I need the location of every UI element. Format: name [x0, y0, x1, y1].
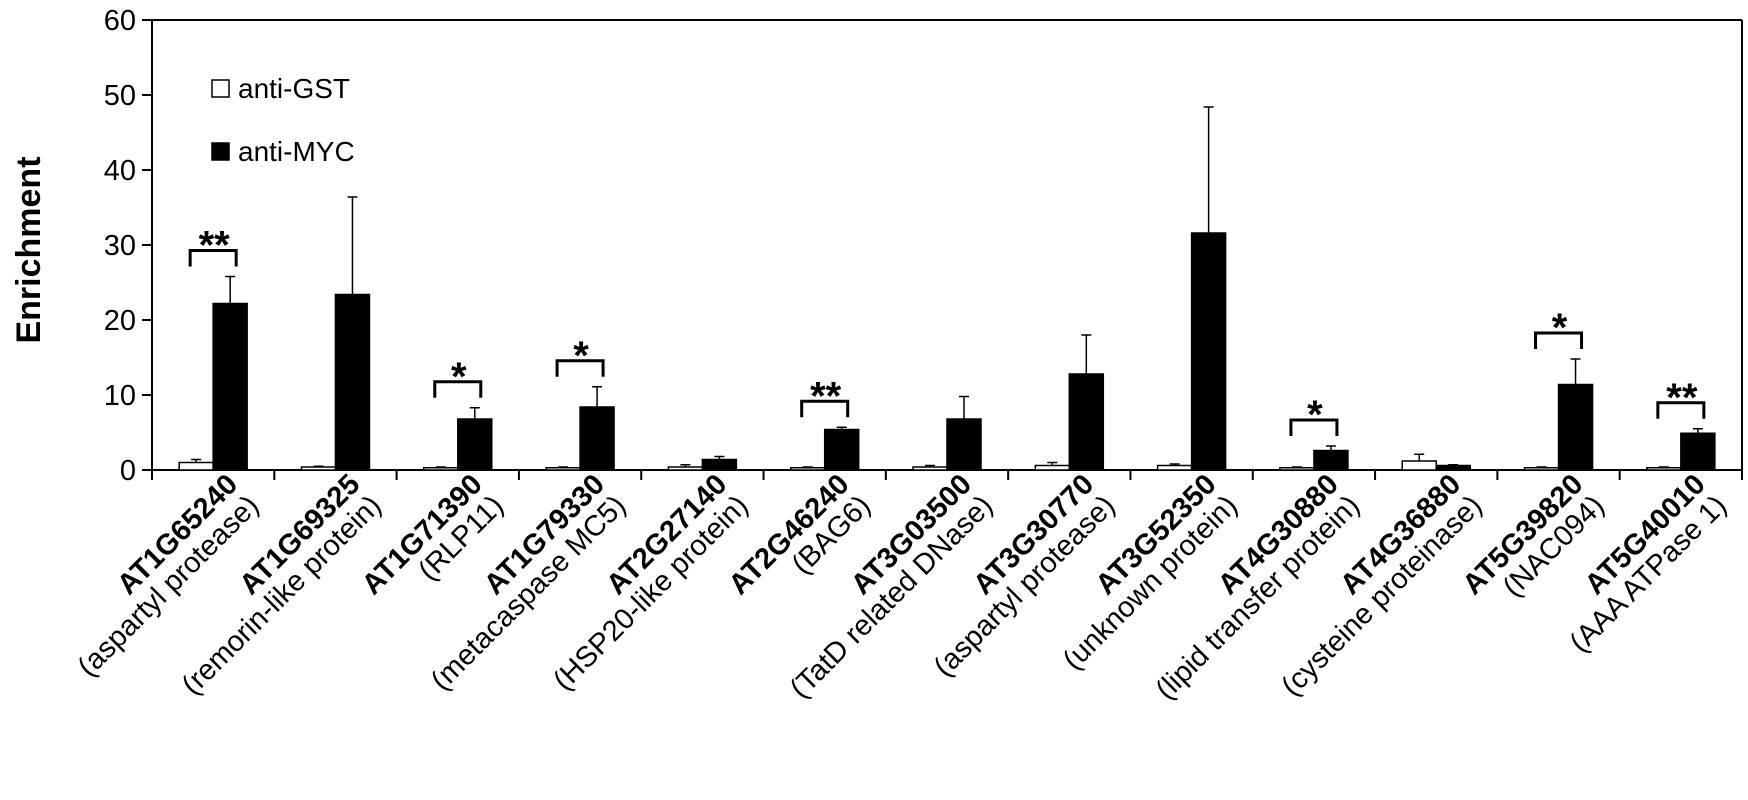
legend-label-anti-gst: anti-GST — [238, 73, 350, 104]
significance-bracket — [433, 380, 483, 398]
bar-anti-gst-at1g71390 — [423, 467, 459, 471]
bar-anti-myc-at3g03500 — [946, 418, 982, 471]
bar-anti-myc-at3g30770 — [1068, 373, 1105, 471]
x-category-label: AT2G46240(BAG6) — [723, 468, 877, 601]
x-category-label: AT1G71390(RLP11) — [356, 468, 510, 601]
significance-bracket — [1289, 418, 1339, 436]
bar-anti-myc-at4g36880 — [1435, 464, 1471, 471]
bar-anti-myc-at1g79330 — [579, 406, 615, 471]
bar-anti-gst-at2g46240 — [789, 467, 826, 471]
x-category-label: AT5G39820(NAC094) — [1457, 468, 1611, 603]
significance-mark: * — [573, 334, 589, 378]
bar-anti-gst-at2g27140 — [667, 466, 704, 471]
y-tick-label: 60 — [104, 5, 136, 37]
bar-anti-gst-at1g79330 — [545, 467, 581, 471]
significance-mark: ** — [810, 374, 842, 418]
bar-anti-myc-at1g69325 — [334, 293, 371, 471]
bar-anti-gst-at3g52350 — [1156, 464, 1193, 471]
legend-swatch-anti-myc — [211, 142, 230, 161]
significance-bracket — [800, 399, 850, 418]
legend: anti-GST anti-MYC — [211, 73, 355, 167]
axes: 0 10 20 30 40 50 60 — [104, 5, 1743, 487]
bar-anti-myc-at2g27140 — [701, 458, 738, 471]
bar-anti-gst-at4g36880 — [1401, 460, 1437, 471]
x-axis-labels: AT1G65240(aspartyl protease)AT1G69325(re… — [72, 468, 1733, 706]
bar-anti-gst-at5g39820 — [1523, 467, 1560, 471]
y-tick-label: 10 — [104, 380, 136, 412]
significance-mark: * — [1552, 306, 1568, 350]
error-bars — [191, 106, 1703, 468]
bar-anti-gst-at5g40010 — [1646, 467, 1682, 471]
bar-anti-myc-at1g65240 — [212, 302, 248, 471]
bar-anti-myc-at3g52350 — [1190, 232, 1227, 471]
bars — [178, 232, 1716, 471]
bar-anti-myc-at4g30880 — [1313, 449, 1349, 471]
y-axis-label: Enrichment — [10, 156, 48, 343]
bar-anti-gst-at3g30770 — [1034, 464, 1071, 471]
bar-anti-myc-at1g71390 — [457, 418, 493, 471]
bar-anti-myc-at5g39820 — [1557, 383, 1594, 471]
significance-bracket — [1656, 401, 1706, 419]
y-tick-label: 30 — [104, 230, 136, 262]
significance-brackets: *** *** **** — [188, 224, 1706, 437]
y-tick-label: 0 — [120, 455, 136, 487]
bar-anti-myc-at5g40010 — [1680, 432, 1716, 471]
significance-mark: * — [1307, 393, 1323, 437]
y-tick-label: 40 — [104, 155, 136, 187]
significance-mark: * — [451, 355, 467, 399]
y-tick-label: 20 — [104, 305, 136, 337]
bar-anti-myc-at2g46240 — [823, 428, 860, 471]
significance-bracket — [188, 249, 238, 267]
significance-mark: ** — [1666, 376, 1698, 420]
bar-anti-gst-at1g69325 — [300, 466, 337, 471]
significance-bracket — [555, 359, 605, 377]
significance-bracket — [1534, 331, 1584, 349]
bar-anti-gst-at4g30880 — [1279, 467, 1315, 471]
y-tick-label: 50 — [104, 80, 136, 112]
significance-mark: ** — [199, 224, 231, 268]
bar-anti-gst-at1g65240 — [178, 461, 214, 471]
legend-label-anti-myc: anti-MYC — [238, 136, 355, 167]
bar-anti-gst-at3g03500 — [912, 466, 948, 471]
legend-swatch-anti-gst — [211, 79, 230, 98]
